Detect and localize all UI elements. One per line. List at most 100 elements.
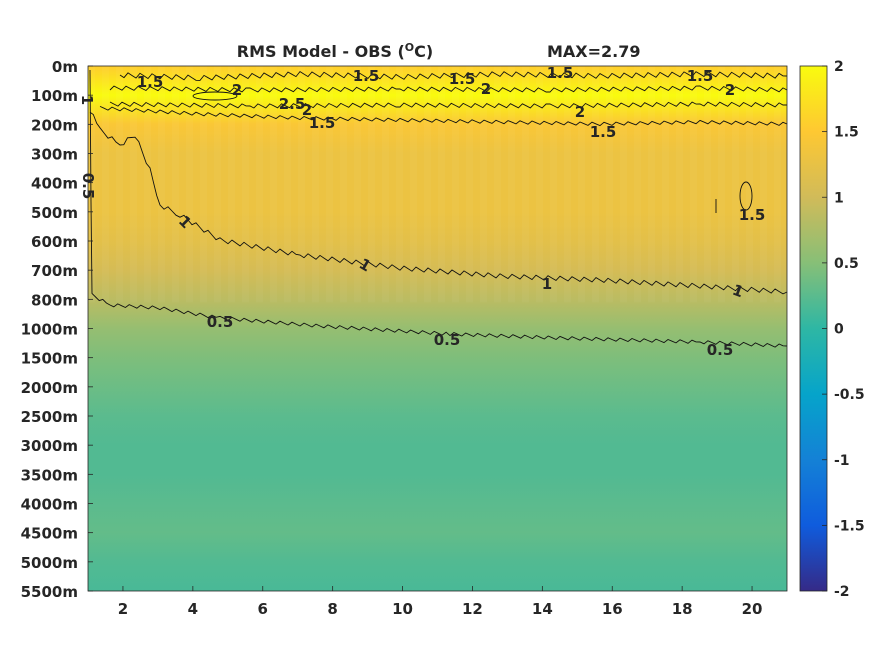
heatmap-stripe — [144, 66, 151, 302]
contour-label-text: 0.5 — [434, 331, 461, 349]
colorbar-tick-label: -1.5 — [834, 518, 865, 534]
heatmap-field — [88, 66, 787, 591]
heatmap-stripe — [270, 66, 277, 302]
heatmap-stripe — [508, 66, 515, 302]
y-tick-label: 1500m — [21, 350, 78, 368]
heatmap-stripe — [158, 66, 165, 302]
y-tick-label: 200m — [31, 116, 78, 134]
contour-label-1.5: 1.5 — [547, 64, 574, 82]
contour-1.5-lower — [99, 105, 788, 127]
chart-title-unit-sup: O — [405, 41, 414, 54]
contour-label-text: 1.5 — [687, 67, 714, 85]
y-tick-label: 600m — [31, 233, 78, 251]
heatmap-stripe — [634, 66, 641, 302]
contour-label-1.5: 1.5 — [590, 123, 617, 141]
x-tick-label: 8 — [327, 600, 337, 618]
heatmap-stripe — [760, 66, 767, 302]
heatmap-stripe — [606, 66, 613, 302]
y-tick-label: 4500m — [21, 525, 78, 543]
y-tick-label: 400m — [31, 175, 78, 193]
contour-label-2.5: 2.5 — [279, 95, 306, 113]
contour-label-text: 2 — [725, 81, 735, 99]
y-tick-label: 3000m — [21, 437, 78, 455]
colorbar-tick-label: -2 — [834, 584, 850, 600]
y-tick-label: 2500m — [21, 408, 78, 426]
x-tick-label: 2 — [118, 600, 128, 618]
contour-label-0.5: 0.5 — [434, 331, 461, 349]
heatmap-stripe — [578, 66, 585, 302]
contour-2-lower — [109, 101, 787, 109]
heatmap-stripe — [340, 66, 347, 302]
colorbar-ticks: 2 1.5 1 0.5 0 -0.5 -1 -1.5 -2 — [822, 59, 865, 600]
heatmap-stripe — [718, 66, 725, 302]
contour-label-text: 2 — [302, 101, 312, 119]
contour-label-2: 2 — [575, 103, 585, 121]
y-tick-label: 300m — [31, 146, 78, 164]
colorbar-tick-label: 2 — [834, 59, 844, 75]
heatmap-stripe — [550, 66, 557, 302]
x-tick-label: 16 — [602, 600, 623, 618]
contour-label-text: 1.5 — [449, 70, 476, 88]
heatmap-stripe — [480, 66, 487, 302]
y-axis: 0m 100m 200m 300m 400m 500m 600m 700m 800m 1000m 1… — [21, 58, 93, 601]
y-tick-label: 2000m — [21, 379, 78, 397]
heatmap-stripe — [620, 66, 627, 302]
contour-label-text: 1.5 — [353, 67, 380, 85]
contour-label-text: 0.5 — [707, 341, 734, 359]
contour-label-0.5: 0.5 — [707, 341, 734, 359]
contour-label-1.5: 1.5 — [449, 70, 476, 88]
heatmap-stripe — [186, 66, 193, 302]
heatmap-stripe — [676, 66, 683, 302]
contour-label-text: 2.5 — [279, 95, 306, 113]
heatmap-stripe — [592, 66, 599, 302]
heatmap-stripe — [424, 66, 431, 302]
contour-label-text: 1.5 — [547, 64, 574, 82]
heatmap-stripe — [536, 66, 543, 302]
contour-label-1.5: 1.5 — [739, 206, 766, 224]
heatmap-stripe — [690, 66, 697, 302]
contour-2-upper — [109, 85, 788, 93]
contour-label-text: 2 — [481, 80, 491, 98]
heatmap-stripe — [116, 66, 123, 302]
heatmap-stripe — [228, 66, 235, 302]
heatmap-stripe — [172, 66, 179, 302]
max-label: MAX=2.79 — [547, 42, 641, 61]
y-tick-label: 0m — [52, 58, 78, 76]
heatmap-stripe — [522, 66, 529, 302]
heatmap-stripe — [214, 66, 221, 302]
contour-label-2: 2 — [481, 80, 491, 98]
heatmap-stripe — [312, 66, 319, 302]
contour-1 — [89, 111, 788, 295]
x-axis: 2 4 6 8 10 12 14 16 18 20 — [118, 586, 762, 618]
heatmap-stripe — [200, 66, 207, 302]
y-tick-label: 800m — [31, 291, 78, 309]
contour-label-text: 1 — [542, 275, 552, 293]
contour-label-1.5: 1.5 — [137, 73, 164, 91]
y-tick-label: 5000m — [21, 554, 78, 572]
x-tick-label: 4 — [188, 600, 198, 618]
heatmap-stripe — [732, 66, 739, 302]
colorbar-tick-label: -1 — [834, 453, 850, 469]
colorbar: 2 1.5 1 0.5 0 -0.5 -1 -1.5 -2 — [799, 59, 865, 600]
contour-2.5 — [192, 91, 238, 101]
contour-label-text: 1.5 — [590, 123, 617, 141]
colorbar-tick-label: 0 — [834, 322, 844, 338]
heatmap-stripe — [704, 66, 711, 302]
colorbar-tick-label: -0.5 — [834, 387, 865, 403]
contour-1.5-upper — [119, 71, 788, 81]
heatmap-stripe — [438, 66, 445, 302]
y-tick-label: 500m — [31, 204, 78, 222]
contour-label-2: 2 — [725, 81, 735, 99]
heatmap-stripe — [396, 66, 403, 302]
colorbar-tick-label: 1.5 — [834, 125, 859, 141]
heatmap-stripe — [774, 66, 781, 302]
y-tick-label: 4000m — [21, 496, 78, 514]
heatmap-stripe — [662, 66, 669, 302]
x-tick-label: 6 — [258, 600, 268, 618]
contour-label-text: 2 — [575, 103, 585, 121]
contour-label-text: 1.5 — [739, 206, 766, 224]
contour-0.5 — [89, 69, 788, 348]
contour-label-0.5: 0.5 — [207, 313, 234, 331]
